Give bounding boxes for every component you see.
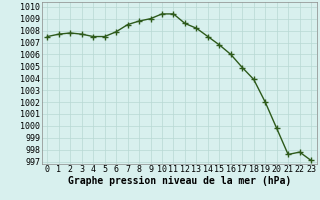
X-axis label: Graphe pression niveau de la mer (hPa): Graphe pression niveau de la mer (hPa) [68, 176, 291, 186]
